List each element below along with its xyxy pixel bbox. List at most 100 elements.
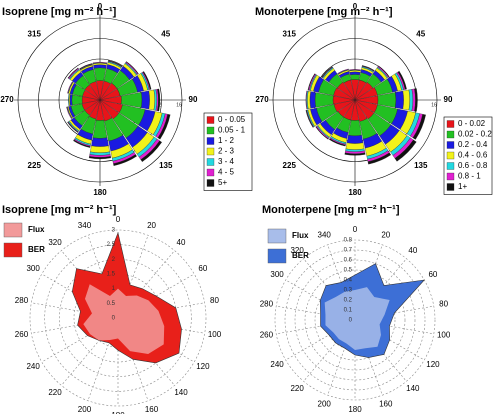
radar-area xyxy=(324,287,390,350)
direction-label: 160 xyxy=(379,400,393,409)
legend-label: Flux xyxy=(292,231,309,240)
rose-segment xyxy=(68,93,70,107)
direction-label: 40 xyxy=(408,246,417,255)
rose-segment xyxy=(67,81,73,94)
legend-label: Flux xyxy=(28,225,45,234)
grid-spoke xyxy=(117,235,149,319)
rose-segment xyxy=(367,152,392,165)
direction-label: 140 xyxy=(174,388,188,397)
radial-tick-label: 0.2 xyxy=(344,298,353,304)
rose-segment xyxy=(402,89,410,111)
direction-label: 90 xyxy=(189,95,198,104)
direction-label: 180 xyxy=(348,188,362,197)
direction-label: 300 xyxy=(270,270,284,279)
direction-label: 80 xyxy=(439,299,448,308)
legend-swatch xyxy=(446,172,455,181)
rose-segment xyxy=(79,63,93,70)
legend-swatch xyxy=(267,248,287,264)
direction-label: 200 xyxy=(78,405,92,414)
rose-segment xyxy=(395,90,404,110)
legend-swatch xyxy=(446,130,455,139)
legend-label: 1 - 2 xyxy=(218,136,235,145)
direction-label: 260 xyxy=(260,331,274,340)
direction-label: 0 xyxy=(353,2,358,11)
direction-label: 135 xyxy=(159,161,173,170)
radial-tick-label: 0.8 xyxy=(344,238,353,244)
legend-swatch xyxy=(206,179,215,187)
direction-label: 0 xyxy=(98,2,103,11)
legend-label: 0.4 - 0.6 xyxy=(458,151,488,160)
rose-segment xyxy=(337,68,349,75)
direction-label: 0 xyxy=(116,215,121,224)
rose-segment xyxy=(157,88,161,112)
legend-swatch xyxy=(206,158,215,166)
direction-label: 20 xyxy=(147,221,156,230)
radial-tick-label: 2.5 xyxy=(107,242,116,248)
legend-label: 0 - 0.02 xyxy=(458,119,486,128)
direction-label: 120 xyxy=(196,362,210,371)
radial-tick-label: 16 xyxy=(431,102,437,108)
legend-swatch xyxy=(446,183,455,191)
legend-label: 0.05 - 1 xyxy=(218,126,246,135)
rose-segment xyxy=(108,60,123,67)
rose-segment xyxy=(349,69,361,71)
legend-swatch xyxy=(206,147,215,156)
direction-label: 20 xyxy=(381,231,390,240)
rose-segment xyxy=(394,139,417,162)
rose-segment xyxy=(92,61,108,64)
direction-label: 320 xyxy=(48,238,62,247)
direction-label: 300 xyxy=(26,264,40,273)
rose-segment xyxy=(321,66,333,78)
grid-circle xyxy=(304,269,406,371)
rose-segment xyxy=(345,142,365,150)
grid-spoke xyxy=(117,302,205,319)
rose-segment xyxy=(315,126,329,140)
rose-segment xyxy=(412,114,426,140)
radial-tick-label: 0.5 xyxy=(344,268,353,274)
rose-segment xyxy=(141,90,150,110)
direction-label: 90 xyxy=(444,95,453,104)
direction-label: 180 xyxy=(93,188,107,197)
direction-label: 315 xyxy=(283,29,297,38)
direction-label: 320 xyxy=(290,246,304,255)
rose-segment xyxy=(125,61,139,75)
direction-label: 135 xyxy=(414,161,428,170)
grid-spoke xyxy=(117,317,175,386)
radial-tick-label: 1 xyxy=(112,286,116,292)
direction-label: 100 xyxy=(437,331,451,340)
radial-tick-label: 2 xyxy=(112,257,116,263)
radial-tick-label: 1.5 xyxy=(107,272,116,278)
rose-segment xyxy=(307,73,316,91)
direction-label: 120 xyxy=(426,360,440,369)
grid-circle xyxy=(29,229,207,407)
legend-label: BER xyxy=(28,245,45,254)
radial-tick-label: 0.5 xyxy=(107,301,116,307)
rose-segment xyxy=(91,137,109,147)
rose-segment xyxy=(140,140,162,162)
direction-label: 225 xyxy=(28,161,42,170)
grid-spoke xyxy=(61,317,119,386)
radial-tick-label: 3 xyxy=(112,228,116,234)
legend-swatch xyxy=(206,116,215,124)
direction-label: 45 xyxy=(416,29,425,38)
radial-tick-label: 0.4 xyxy=(344,278,353,284)
direction-label: 140 xyxy=(406,384,420,393)
grid-spoke xyxy=(31,317,119,334)
direction-label: 200 xyxy=(318,400,332,409)
rose-segment xyxy=(90,145,110,153)
legend-swatch xyxy=(206,168,215,177)
legend-label: 1+ xyxy=(458,182,467,191)
direction-label: 180 xyxy=(348,405,362,414)
rose-segment xyxy=(142,71,152,90)
grid-spoke xyxy=(41,317,119,363)
chart-title: Monoterpene [mg m⁻² h⁻¹] xyxy=(255,6,393,18)
legend-swatch xyxy=(206,126,215,135)
radial-tick-label: 0 xyxy=(112,316,116,322)
legend-label: 0.6 - 0.8 xyxy=(458,161,488,170)
rose-segment xyxy=(329,138,346,147)
radial-tick-label: 0.7 xyxy=(344,248,353,254)
grid-spoke xyxy=(31,302,119,319)
legend-label: 0 - 0.05 xyxy=(218,115,246,124)
legend-label: BER xyxy=(292,251,309,260)
